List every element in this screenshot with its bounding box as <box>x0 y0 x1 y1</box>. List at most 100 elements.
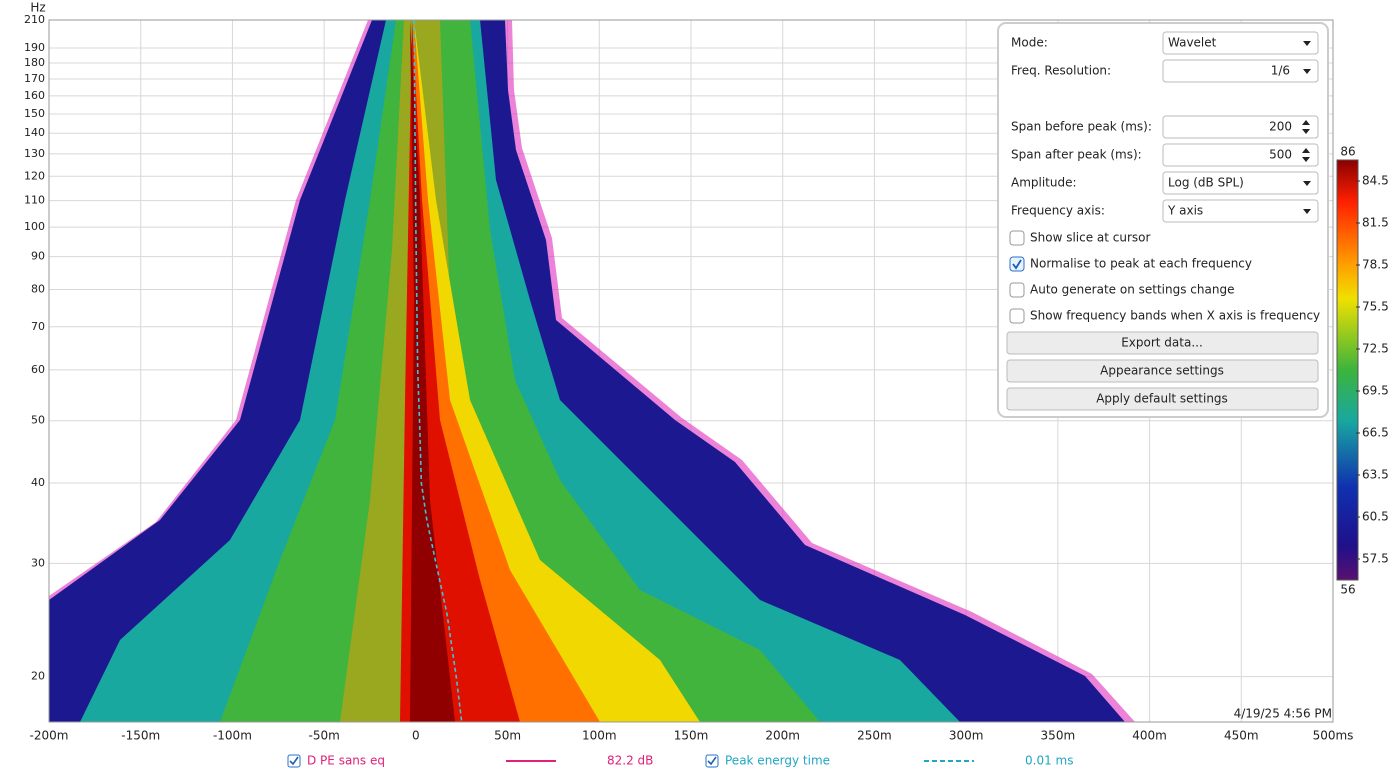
spinner-down[interactable] <box>1302 129 1310 134</box>
dropdown-arrow[interactable] <box>1303 69 1311 74</box>
field-label: Span before peak (ms): <box>1011 120 1152 134</box>
colorbar-label: 84.5 <box>1362 174 1389 188</box>
colorbar-label: 63.5 <box>1362 468 1389 482</box>
checkbox-label[interactable]: Show slice at cursor <box>1030 231 1151 245</box>
y-tick-label: 70 <box>31 320 45 333</box>
colorbar-label: 86 <box>1340 145 1355 159</box>
colorbar-label: 57.5 <box>1362 552 1389 566</box>
legend-label[interactable]: Peak energy time <box>725 754 830 768</box>
field-control[interactable] <box>1162 59 1319 83</box>
field-value[interactable]: 200 <box>1269 120 1292 134</box>
checkbox[interactable] <box>1009 308 1025 324</box>
legend-checkbox[interactable] <box>705 754 719 768</box>
y-tick-label: 170 <box>24 72 45 85</box>
x-tick-label: -100m <box>213 729 252 743</box>
x-tick-label: 350m <box>1041 729 1076 743</box>
y-tick-label: 120 <box>24 169 45 182</box>
spinner-down[interactable] <box>1302 157 1310 162</box>
colorbar-label: 56 <box>1340 583 1355 597</box>
x-tick-label: -150m <box>121 729 160 743</box>
spectrogram-fill <box>410 20 455 722</box>
legend-readout: 0.01 ms <box>1025 754 1073 768</box>
colorbar-label: 81.5 <box>1362 216 1389 230</box>
colorbar-label: 66.5 <box>1362 426 1389 440</box>
checkbox-label[interactable]: Auto generate on settings change <box>1030 283 1234 297</box>
x-tick-label: -200m <box>30 729 69 743</box>
y-tick-label: 80 <box>31 282 45 295</box>
spinner-up[interactable] <box>1302 120 1310 125</box>
field-value[interactable]: 500 <box>1269 148 1292 162</box>
y-tick-label: 190 <box>24 41 45 54</box>
field-label: Freq. Resolution: <box>1011 64 1111 78</box>
colorbar-label: 69.5 <box>1362 384 1389 398</box>
dropdown-arrow[interactable] <box>1303 209 1311 214</box>
y-tick-label: 180 <box>24 56 45 69</box>
button[interactable] <box>1006 387 1319 411</box>
checkmark[interactable] <box>289 756 299 766</box>
y-tick-label: 30 <box>31 556 45 569</box>
y-tick-label: 20 <box>31 670 45 683</box>
dropdown-arrow[interactable] <box>1303 181 1311 186</box>
y-tick-label: 60 <box>31 363 45 376</box>
field-value[interactable]: 1/6 <box>1271 64 1290 78</box>
checkbox[interactable] <box>1009 230 1025 246</box>
x-tick-label: 250m <box>857 729 892 743</box>
y-tick-label: 210 <box>24 13 45 26</box>
field-value[interactable]: Log (dB SPL) <box>1168 176 1244 190</box>
y-axis-label: Hz <box>30 1 45 15</box>
x-tick-label: 200m <box>765 729 800 743</box>
field-value[interactable]: Wavelet <box>1168 36 1217 50</box>
y-tick-label: 50 <box>31 414 45 427</box>
x-tick-label: 50m <box>494 729 521 743</box>
checkmark[interactable] <box>707 756 717 766</box>
colorbar-label: 75.5 <box>1362 300 1389 314</box>
y-tick-label: 140 <box>24 126 45 139</box>
colorbar-ticks: 86 84.5 81.5 78.5 75.5 72.5 69.5 66.5 63.5 60.5 57… <box>1340 145 1389 597</box>
button[interactable] <box>1006 359 1319 383</box>
button-label[interactable]: Appearance settings <box>1100 364 1224 378</box>
colorbar <box>1336 159 1359 581</box>
x-tick-label: 100m <box>582 729 617 743</box>
x-tick-label: -50m <box>308 729 339 743</box>
x-tick-label: 0 <box>412 729 420 743</box>
field-control[interactable] <box>1162 143 1319 167</box>
field-control[interactable] <box>1162 115 1319 139</box>
x-tick-label: 450m <box>1224 729 1259 743</box>
checkbox-label[interactable]: Normalise to peak at each frequency <box>1030 257 1252 271</box>
legend-readout: 82.2 dB <box>607 754 653 768</box>
dropdown-arrow[interactable] <box>1303 41 1311 46</box>
y-tick-label: 90 <box>31 250 45 263</box>
checkbox[interactable] <box>1009 282 1025 298</box>
button-label[interactable]: Apply default settings <box>1096 392 1228 406</box>
legend-checkbox[interactable] <box>287 754 301 768</box>
button-label[interactable]: Export data... <box>1121 336 1203 350</box>
colorbar-label: 78.5 <box>1362 258 1389 272</box>
legend: D PE sans eq 82.2 dB Peak energy time 0.01 … <box>287 754 1073 768</box>
field-control[interactable] <box>1162 199 1319 223</box>
plot-data: -200m -150m -100m -50m 0 50m 100m 150m 200m 250m 3… <box>24 13 1353 743</box>
timestamp: 4/19/25 4:56 PM <box>1234 707 1332 721</box>
field-label: Frequency axis: <box>1011 204 1105 218</box>
spinner-up[interactable] <box>1302 148 1310 153</box>
y-tick-label: 150 <box>24 107 45 120</box>
y-tick-label: 40 <box>31 476 45 489</box>
settings-controls: Mode: Wavelet Freq. Resolution: 1/6 Span bef… <box>1006 31 1320 411</box>
field-label: Amplitude: <box>1011 176 1077 190</box>
x-tick-label: 400m <box>1132 729 1167 743</box>
checkbox[interactable] <box>1009 256 1025 272</box>
y-tick-label: 100 <box>24 220 45 233</box>
x-tick-label: 300m <box>949 729 984 743</box>
legend-label[interactable]: D PE sans eq <box>307 754 385 768</box>
y-tick-label: 110 <box>24 194 45 207</box>
field-control[interactable] <box>1162 31 1319 55</box>
y-tick-label: 130 <box>24 147 45 160</box>
spectrogram <box>49 20 1135 722</box>
field-control[interactable] <box>1162 171 1319 195</box>
x-tick-label: 150m <box>674 729 709 743</box>
field-value[interactable]: Y axis <box>1167 204 1203 218</box>
button[interactable] <box>1006 331 1319 355</box>
checkmark[interactable] <box>1012 259 1022 270</box>
colorbar-label: 72.5 <box>1362 342 1389 356</box>
checkbox-label[interactable]: Show frequency bands when X axis is freq… <box>1030 309 1320 323</box>
